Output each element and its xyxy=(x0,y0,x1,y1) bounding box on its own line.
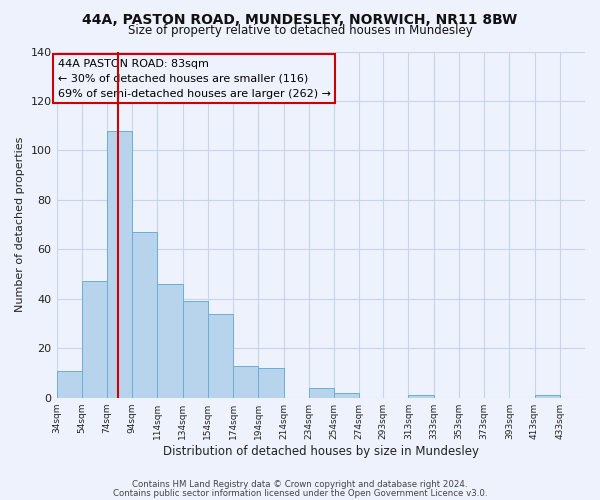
Text: 44A PASTON ROAD: 83sqm
← 30% of detached houses are smaller (116)
69% of semi-de: 44A PASTON ROAD: 83sqm ← 30% of detached… xyxy=(58,59,331,98)
Bar xyxy=(309,388,334,398)
Bar xyxy=(56,370,82,398)
Bar xyxy=(233,366,259,398)
Bar xyxy=(132,232,157,398)
Bar xyxy=(208,314,233,398)
Bar xyxy=(182,302,208,398)
Bar xyxy=(82,282,107,398)
Text: Contains HM Land Registry data © Crown copyright and database right 2024.: Contains HM Land Registry data © Crown c… xyxy=(132,480,468,489)
Y-axis label: Number of detached properties: Number of detached properties xyxy=(15,137,25,312)
Bar xyxy=(535,395,560,398)
Bar xyxy=(107,130,132,398)
Bar xyxy=(157,284,182,398)
Bar xyxy=(259,368,284,398)
X-axis label: Distribution of detached houses by size in Mundesley: Distribution of detached houses by size … xyxy=(163,444,479,458)
Bar xyxy=(334,393,359,398)
Text: Contains public sector information licensed under the Open Government Licence v3: Contains public sector information licen… xyxy=(113,488,487,498)
Text: Size of property relative to detached houses in Mundesley: Size of property relative to detached ho… xyxy=(128,24,472,37)
Text: 44A, PASTON ROAD, MUNDESLEY, NORWICH, NR11 8BW: 44A, PASTON ROAD, MUNDESLEY, NORWICH, NR… xyxy=(82,12,518,26)
Bar xyxy=(409,395,434,398)
